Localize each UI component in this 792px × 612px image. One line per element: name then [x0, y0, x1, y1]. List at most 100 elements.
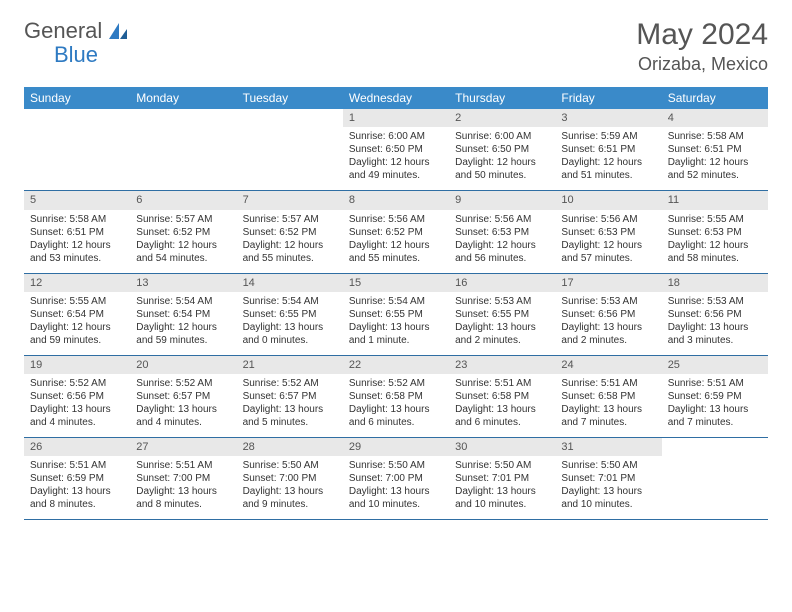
calendar-cell: 2Sunrise: 6:00 AMSunset: 6:50 PMDaylight…	[449, 109, 555, 191]
day-data: Sunrise: 5:58 AMSunset: 6:51 PMDaylight:…	[24, 210, 130, 273]
day-data: Sunrise: 6:00 AMSunset: 6:50 PMDaylight:…	[449, 127, 555, 190]
day-number: 14	[237, 274, 343, 292]
sail-icon	[107, 21, 129, 41]
month-title: May 2024	[636, 18, 768, 52]
calendar-cell: 29Sunrise: 5:50 AMSunset: 7:00 PMDayligh…	[343, 438, 449, 520]
day-number: 17	[555, 274, 661, 292]
calendar-cell: 15Sunrise: 5:54 AMSunset: 6:55 PMDayligh…	[343, 273, 449, 355]
day-number: 7	[237, 191, 343, 209]
day-data: Sunrise: 6:00 AMSunset: 6:50 PMDaylight:…	[343, 127, 449, 190]
calendar-cell: .	[662, 438, 768, 520]
calendar-cell: 17Sunrise: 5:53 AMSunset: 6:56 PMDayligh…	[555, 273, 661, 355]
day-number: 24	[555, 356, 661, 374]
day-number: 26	[24, 438, 130, 456]
day-number: 3	[555, 109, 661, 127]
calendar-cell: 26Sunrise: 5:51 AMSunset: 6:59 PMDayligh…	[24, 438, 130, 520]
day-number: 16	[449, 274, 555, 292]
day-data: Sunrise: 5:51 AMSunset: 6:58 PMDaylight:…	[449, 374, 555, 437]
calendar-body: . . . 1Sunrise: 6:00 AMSunset: 6:50 PMDa…	[24, 109, 768, 520]
calendar-cell: 25Sunrise: 5:51 AMSunset: 6:59 PMDayligh…	[662, 355, 768, 437]
calendar-cell: .	[237, 109, 343, 191]
day-data: Sunrise: 5:52 AMSunset: 6:58 PMDaylight:…	[343, 374, 449, 437]
day-number: 4	[662, 109, 768, 127]
calendar-cell: 19Sunrise: 5:52 AMSunset: 6:56 PMDayligh…	[24, 355, 130, 437]
day-number: 15	[343, 274, 449, 292]
day-number: 1	[343, 109, 449, 127]
calendar-cell: 10Sunrise: 5:56 AMSunset: 6:53 PMDayligh…	[555, 191, 661, 273]
logo-text-blue: Blue	[54, 42, 98, 67]
weekday-header-row: SundayMondayTuesdayWednesdayThursdayFrid…	[24, 87, 768, 109]
title-block: May 2024 Orizaba, Mexico	[636, 18, 768, 75]
calendar-table: SundayMondayTuesdayWednesdayThursdayFrid…	[24, 87, 768, 520]
day-data: Sunrise: 5:56 AMSunset: 6:53 PMDaylight:…	[555, 210, 661, 273]
day-number: 19	[24, 356, 130, 374]
calendar-cell: 28Sunrise: 5:50 AMSunset: 7:00 PMDayligh…	[237, 438, 343, 520]
calendar-cell: 20Sunrise: 5:52 AMSunset: 6:57 PMDayligh…	[130, 355, 236, 437]
calendar-cell: 1Sunrise: 6:00 AMSunset: 6:50 PMDaylight…	[343, 109, 449, 191]
day-data: Sunrise: 5:53 AMSunset: 6:55 PMDaylight:…	[449, 292, 555, 355]
weekday-header: Friday	[555, 87, 661, 109]
calendar-cell: 11Sunrise: 5:55 AMSunset: 6:53 PMDayligh…	[662, 191, 768, 273]
day-number: 31	[555, 438, 661, 456]
calendar-cell: 16Sunrise: 5:53 AMSunset: 6:55 PMDayligh…	[449, 273, 555, 355]
logo: General	[24, 18, 131, 44]
day-data: Sunrise: 5:51 AMSunset: 6:58 PMDaylight:…	[555, 374, 661, 437]
calendar-cell: .	[130, 109, 236, 191]
day-number: 22	[343, 356, 449, 374]
weekday-header: Thursday	[449, 87, 555, 109]
calendar-row: 5Sunrise: 5:58 AMSunset: 6:51 PMDaylight…	[24, 191, 768, 273]
day-number: 28	[237, 438, 343, 456]
location: Orizaba, Mexico	[636, 54, 768, 75]
day-number: 8	[343, 191, 449, 209]
day-data: Sunrise: 5:56 AMSunset: 6:53 PMDaylight:…	[449, 210, 555, 273]
day-data: Sunrise: 5:53 AMSunset: 6:56 PMDaylight:…	[662, 292, 768, 355]
day-data: Sunrise: 5:57 AMSunset: 6:52 PMDaylight:…	[130, 210, 236, 273]
calendar-cell: 23Sunrise: 5:51 AMSunset: 6:58 PMDayligh…	[449, 355, 555, 437]
day-data: Sunrise: 5:58 AMSunset: 6:51 PMDaylight:…	[662, 127, 768, 190]
calendar-cell: 13Sunrise: 5:54 AMSunset: 6:54 PMDayligh…	[130, 273, 236, 355]
calendar-cell: 7Sunrise: 5:57 AMSunset: 6:52 PMDaylight…	[237, 191, 343, 273]
calendar-cell: 31Sunrise: 5:50 AMSunset: 7:01 PMDayligh…	[555, 438, 661, 520]
calendar-cell: 27Sunrise: 5:51 AMSunset: 7:00 PMDayligh…	[130, 438, 236, 520]
calendar-row: 19Sunrise: 5:52 AMSunset: 6:56 PMDayligh…	[24, 355, 768, 437]
day-number: 27	[130, 438, 236, 456]
day-data: Sunrise: 5:54 AMSunset: 6:55 PMDaylight:…	[343, 292, 449, 355]
day-data: Sunrise: 5:52 AMSunset: 6:56 PMDaylight:…	[24, 374, 130, 437]
calendar-cell: 4Sunrise: 5:58 AMSunset: 6:51 PMDaylight…	[662, 109, 768, 191]
day-data: Sunrise: 5:56 AMSunset: 6:52 PMDaylight:…	[343, 210, 449, 273]
day-number: 23	[449, 356, 555, 374]
calendar-cell: 24Sunrise: 5:51 AMSunset: 6:58 PMDayligh…	[555, 355, 661, 437]
calendar-row: 26Sunrise: 5:51 AMSunset: 6:59 PMDayligh…	[24, 438, 768, 520]
calendar-row: . . . 1Sunrise: 6:00 AMSunset: 6:50 PMDa…	[24, 109, 768, 191]
calendar-row: 12Sunrise: 5:55 AMSunset: 6:54 PMDayligh…	[24, 273, 768, 355]
day-data: Sunrise: 5:53 AMSunset: 6:56 PMDaylight:…	[555, 292, 661, 355]
day-number: 20	[130, 356, 236, 374]
day-data: Sunrise: 5:59 AMSunset: 6:51 PMDaylight:…	[555, 127, 661, 190]
day-data: Sunrise: 5:54 AMSunset: 6:54 PMDaylight:…	[130, 292, 236, 355]
day-data: Sunrise: 5:51 AMSunset: 6:59 PMDaylight:…	[662, 374, 768, 437]
day-data: Sunrise: 5:50 AMSunset: 7:01 PMDaylight:…	[449, 456, 555, 519]
day-data: Sunrise: 5:50 AMSunset: 7:00 PMDaylight:…	[237, 456, 343, 519]
calendar-cell: 12Sunrise: 5:55 AMSunset: 6:54 PMDayligh…	[24, 273, 130, 355]
day-number: 18	[662, 274, 768, 292]
calendar-cell: 3Sunrise: 5:59 AMSunset: 6:51 PMDaylight…	[555, 109, 661, 191]
calendar-cell: 22Sunrise: 5:52 AMSunset: 6:58 PMDayligh…	[343, 355, 449, 437]
logo-text-blue-wrap: Blue	[24, 42, 98, 68]
header: General May 2024 Orizaba, Mexico	[24, 18, 768, 75]
calendar-cell: 9Sunrise: 5:56 AMSunset: 6:53 PMDaylight…	[449, 191, 555, 273]
day-number: 5	[24, 191, 130, 209]
calendar-cell: 8Sunrise: 5:56 AMSunset: 6:52 PMDaylight…	[343, 191, 449, 273]
calendar-cell: 6Sunrise: 5:57 AMSunset: 6:52 PMDaylight…	[130, 191, 236, 273]
logo-text-general: General	[24, 18, 102, 44]
weekday-header: Monday	[130, 87, 236, 109]
day-data: Sunrise: 5:54 AMSunset: 6:55 PMDaylight:…	[237, 292, 343, 355]
day-number: 30	[449, 438, 555, 456]
day-number: 10	[555, 191, 661, 209]
day-number: 29	[343, 438, 449, 456]
day-data: Sunrise: 5:57 AMSunset: 6:52 PMDaylight:…	[237, 210, 343, 273]
calendar-cell: 30Sunrise: 5:50 AMSunset: 7:01 PMDayligh…	[449, 438, 555, 520]
day-data: Sunrise: 5:51 AMSunset: 7:00 PMDaylight:…	[130, 456, 236, 519]
day-data: Sunrise: 5:51 AMSunset: 6:59 PMDaylight:…	[24, 456, 130, 519]
day-number: 6	[130, 191, 236, 209]
day-data: Sunrise: 5:55 AMSunset: 6:53 PMDaylight:…	[662, 210, 768, 273]
